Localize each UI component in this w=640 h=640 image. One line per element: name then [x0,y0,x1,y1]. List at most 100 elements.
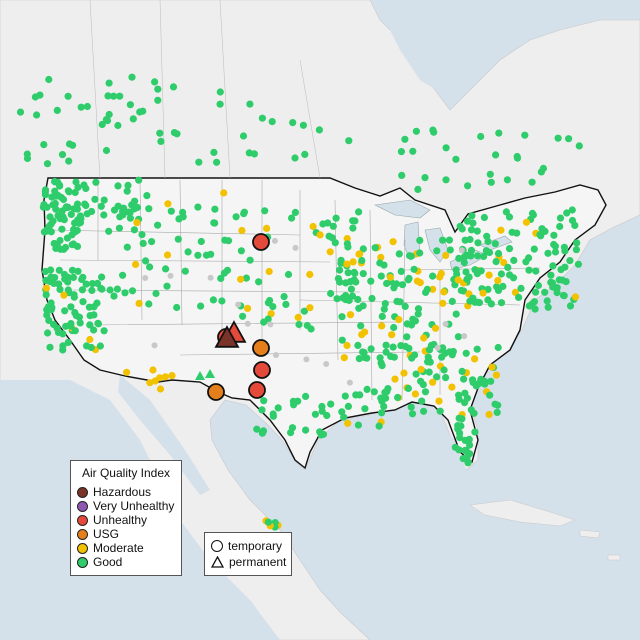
station-dot [464,458,472,466]
legend-row-usg: USG [77,527,119,541]
station-dot [246,100,254,108]
station-markers [16,73,583,531]
station-dot [551,248,560,256]
station-dot [62,203,70,211]
station-dot [211,205,219,213]
station-dot [397,148,405,156]
station-dot [390,353,398,361]
station-dot [306,304,314,312]
station-dot [128,287,137,295]
legend-label: temporary [228,539,283,553]
station-dot [143,192,151,200]
station-dot [376,259,384,267]
station-dot [550,240,558,249]
station-dot [396,298,404,306]
station-dot [491,240,499,248]
station-dot [197,302,205,310]
station-dot [359,302,367,310]
station-dot [146,379,154,387]
station-dot [267,310,275,318]
station-dot [119,271,127,279]
station-dot [359,270,367,278]
station-dot [378,397,386,405]
station-dot [64,286,72,294]
station-dot [420,407,428,415]
caribbean-islands [469,499,621,561]
station-dot [316,231,324,239]
station-dot [517,284,525,292]
station-dot [480,252,488,261]
station-dot [455,414,463,422]
station-dot [438,353,446,361]
station-dot [466,441,474,449]
station-dot [418,397,426,405]
station-dot [485,271,493,279]
station-dot [46,343,54,351]
station-dot [495,129,503,137]
station-dot [91,195,99,203]
gulf-of-mexico [300,412,470,575]
station-dot [253,425,261,433]
station-dot [123,243,131,251]
station-dot [306,270,314,279]
station-dot [455,391,463,399]
station-dot [454,276,462,284]
legend-label: Unhealthy [93,513,148,527]
station-dot [94,319,102,327]
station-dot [521,131,529,139]
station-dot [484,285,492,293]
station-dot [506,271,514,279]
station-dot [561,263,569,271]
station-dot [324,219,332,227]
station-dot [56,236,64,245]
station-dot [414,185,422,193]
station-dot [197,237,205,246]
station-dot [100,196,108,204]
station-dot [93,299,101,307]
station-dot [76,219,85,227]
aqi-legend: Air Quality Index Hazardous Very Unhealt… [70,460,182,576]
station-dot [377,253,385,261]
legend-row-moderate: Moderate [77,541,144,555]
station-dot [86,335,94,344]
station-dot [64,338,72,347]
station-dot [481,380,489,388]
station-dot [357,322,365,330]
station-dot [359,245,367,253]
station-dot [70,293,78,301]
station-dot [264,518,272,526]
legend-row-unhealthy: Unhealthy [77,513,147,527]
station-dot [210,219,218,227]
station-dot [98,285,106,293]
station-dot [344,402,352,410]
station-dot [258,114,266,122]
station-dot [336,266,344,274]
station-dot [404,384,412,392]
station-dot [510,256,518,264]
station-dot [23,154,32,162]
station-dot [463,217,472,225]
station-dot-large [252,339,270,357]
station-dot [354,421,362,429]
station-dot [349,224,357,232]
station-dot [138,231,146,239]
station-dot [340,354,348,362]
station-dot [532,288,540,296]
station-dot [116,213,124,221]
station-dot [462,349,470,357]
station-dot [105,79,113,87]
station-dot [358,331,366,339]
station-dot [260,397,268,405]
station-dot [239,132,248,140]
station-dot [539,164,548,172]
station-dot [69,273,77,281]
station-dot [531,305,539,313]
station-dot [403,320,411,328]
station-triangle [214,325,240,348]
station-dot [354,295,362,304]
station-dot [16,108,25,116]
station-dot [413,277,421,285]
station-dot [378,409,386,417]
very-unhealthy-swatch-icon [77,500,88,512]
station-dot [486,170,494,178]
